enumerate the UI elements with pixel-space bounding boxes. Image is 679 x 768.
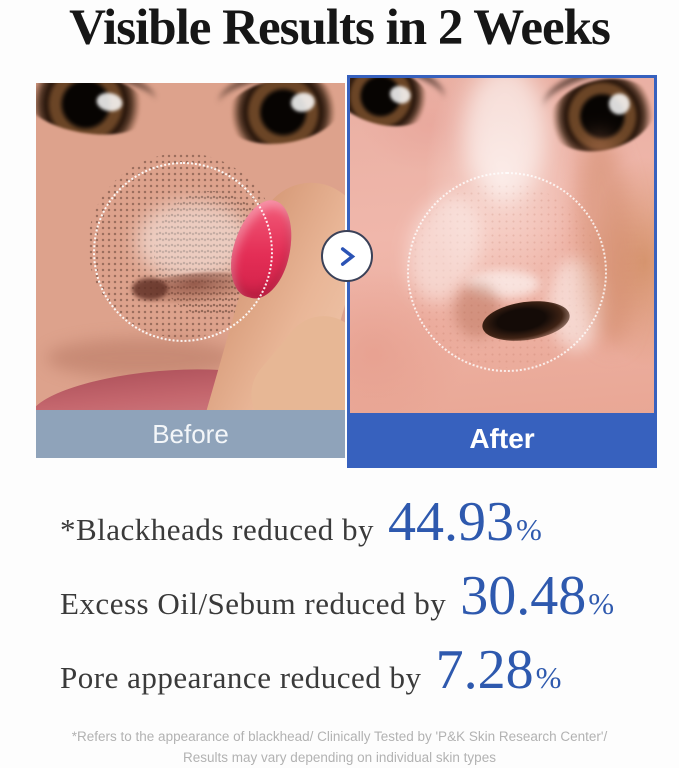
stat-label: Excess Oil/Sebum reduced by (60, 586, 447, 621)
before-panel: Before (36, 83, 345, 458)
stat-value: 7.28 (435, 639, 534, 701)
chevron-right-icon (334, 243, 360, 269)
before-label-bar: Before (36, 410, 345, 458)
disclaimer-line-1: *Refers to the appearance of blackhead/ … (71, 729, 608, 744)
before-after-arrow-badge (321, 230, 373, 282)
stat-number: 30.48% (460, 566, 614, 626)
stat-number: 7.28% (436, 640, 562, 700)
stat-value: 44.93 (388, 491, 514, 553)
stat-unit: % (516, 512, 542, 547)
before-photo (36, 83, 345, 410)
stat-blackheads: *Blackheads reduced by 44.93% (60, 492, 542, 552)
stat-sebum: Excess Oil/Sebum reduced by 30.48% (60, 566, 614, 626)
after-label-bar: After (350, 413, 654, 465)
stat-label: Pore appearance reduced by (60, 660, 422, 695)
before-label: Before (152, 418, 229, 449)
stat-unit: % (588, 586, 615, 621)
after-label: After (469, 423, 535, 454)
page-title: Visible Results in 2 Weeks (69, 0, 611, 56)
after-panel: After (347, 75, 657, 468)
nose-target-circle-after (407, 172, 607, 372)
stat-value: 30.48 (460, 565, 587, 627)
stat-unit: % (535, 660, 562, 695)
stat-pores: Pore appearance reduced by 7.28% (60, 640, 561, 700)
nose-target-circle-before (93, 162, 273, 342)
disclaimer-line-2: Results may vary depending on individual… (183, 749, 496, 765)
after-photo (350, 78, 654, 413)
stat-label: *Blackheads reduced by (60, 512, 374, 547)
disclaimer: *Refers to the appearance of blackhead/ … (0, 727, 679, 768)
stat-number: 44.93% (388, 492, 542, 552)
